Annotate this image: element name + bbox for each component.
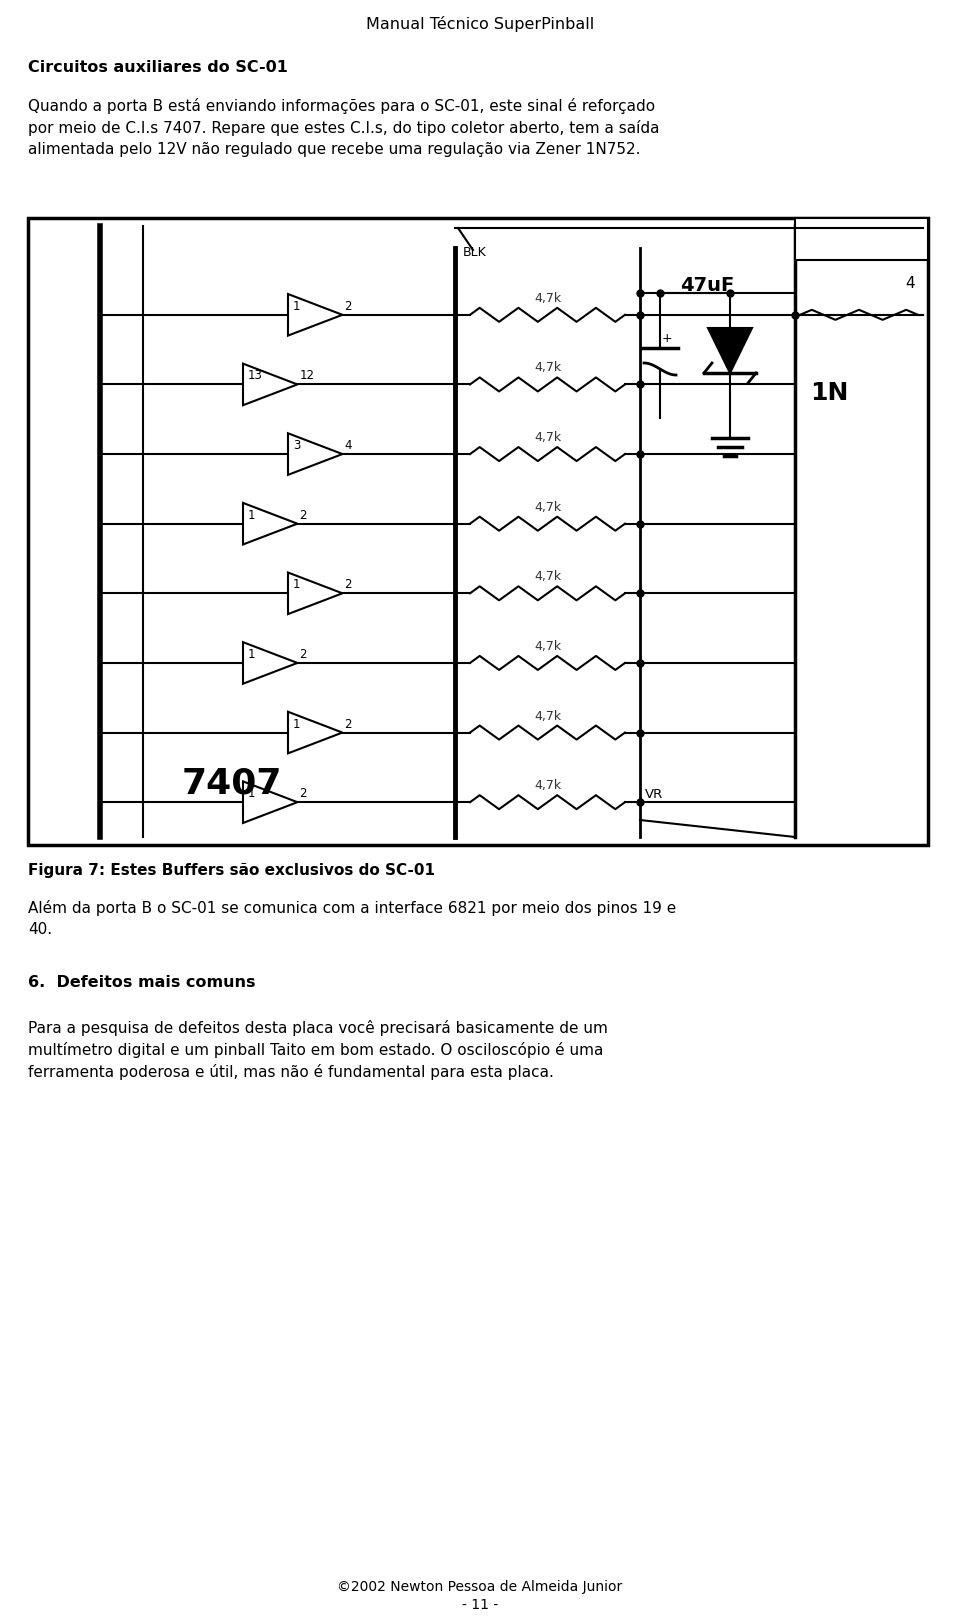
Polygon shape (243, 642, 298, 684)
Polygon shape (288, 572, 343, 614)
Text: ©2002 Newton Pessoa de Almeida Junior: ©2002 Newton Pessoa de Almeida Junior (337, 1580, 623, 1594)
Text: 1N: 1N (810, 381, 849, 405)
Text: 4,7k: 4,7k (534, 710, 561, 723)
Polygon shape (288, 293, 343, 335)
Text: 2: 2 (300, 648, 307, 661)
Text: Manual Técnico SuperPinball: Manual Técnico SuperPinball (366, 16, 594, 32)
Text: alimentada pelo 12V não regulado que recebe uma regulação via Zener 1N752.: alimentada pelo 12V não regulado que rec… (28, 143, 640, 157)
Text: Para a pesquisa de defeitos desta placa você precisará basicamente de um: Para a pesquisa de defeitos desta placa … (28, 1021, 608, 1037)
Text: 12: 12 (300, 369, 314, 382)
Text: 13: 13 (248, 369, 263, 382)
Text: 4,7k: 4,7k (534, 779, 561, 792)
Text: 4: 4 (345, 439, 352, 452)
Polygon shape (243, 781, 298, 823)
Text: 1: 1 (293, 578, 300, 591)
Text: 4,7k: 4,7k (534, 431, 561, 444)
Polygon shape (288, 711, 343, 753)
Text: ferramenta poderosa e útil, mas não é fundamental para esta placa.: ferramenta poderosa e útil, mas não é fu… (28, 1064, 554, 1081)
Bar (795, 219, 928, 259)
Text: 4,7k: 4,7k (534, 501, 561, 514)
Text: 4: 4 (905, 275, 915, 292)
Text: 1: 1 (293, 718, 300, 731)
Text: +: + (662, 332, 673, 345)
Text: Figura 7: Estes Buffers são exclusivos do SC-01: Figura 7: Estes Buffers são exclusivos d… (28, 863, 435, 878)
Bar (28, 219, 928, 846)
Text: Circuitos auxiliares do SC-01: Circuitos auxiliares do SC-01 (28, 60, 288, 75)
Polygon shape (288, 433, 343, 475)
Text: 2: 2 (345, 718, 352, 731)
Text: 2: 2 (300, 509, 307, 522)
Text: 40.: 40. (28, 922, 52, 936)
Text: 2: 2 (300, 787, 307, 800)
Text: VR: VR (645, 787, 663, 800)
Text: 4,7k: 4,7k (534, 361, 561, 374)
Text: BLK: BLK (463, 246, 487, 259)
Text: 3: 3 (293, 439, 300, 452)
Text: por meio de C.I.s 7407. Repare que estes C.I.s, do tipo coletor aberto, tem a sa: por meio de C.I.s 7407. Repare que estes… (28, 120, 660, 136)
Text: 4,7k: 4,7k (534, 292, 561, 305)
Text: 7407: 7407 (181, 766, 281, 800)
Text: 6.  Defeitos mais comuns: 6. Defeitos mais comuns (28, 975, 255, 990)
Text: 1: 1 (248, 509, 255, 522)
Text: - 11 -: - 11 - (462, 1597, 498, 1612)
Text: 2: 2 (345, 578, 352, 591)
Polygon shape (243, 363, 298, 405)
Text: 47uF: 47uF (680, 275, 734, 295)
Text: 2: 2 (345, 300, 352, 313)
Text: 1: 1 (248, 787, 255, 800)
Text: Além da porta B o SC-01 se comunica com a interface 6821 por meio dos pinos 19 e: Além da porta B o SC-01 se comunica com … (28, 901, 676, 915)
Text: multímetro digital e um pinball Taito em bom estado. O osciloscópio é uma: multímetro digital e um pinball Taito em… (28, 1042, 604, 1058)
Polygon shape (708, 327, 752, 373)
Text: 4,7k: 4,7k (534, 640, 561, 653)
Text: 1: 1 (293, 300, 300, 313)
Text: 4,7k: 4,7k (534, 570, 561, 583)
Polygon shape (243, 502, 298, 544)
Text: Quando a porta B está enviando informações para o SC-01, este sinal é reforçado: Quando a porta B está enviando informaçõ… (28, 97, 655, 113)
Text: 1: 1 (248, 648, 255, 661)
